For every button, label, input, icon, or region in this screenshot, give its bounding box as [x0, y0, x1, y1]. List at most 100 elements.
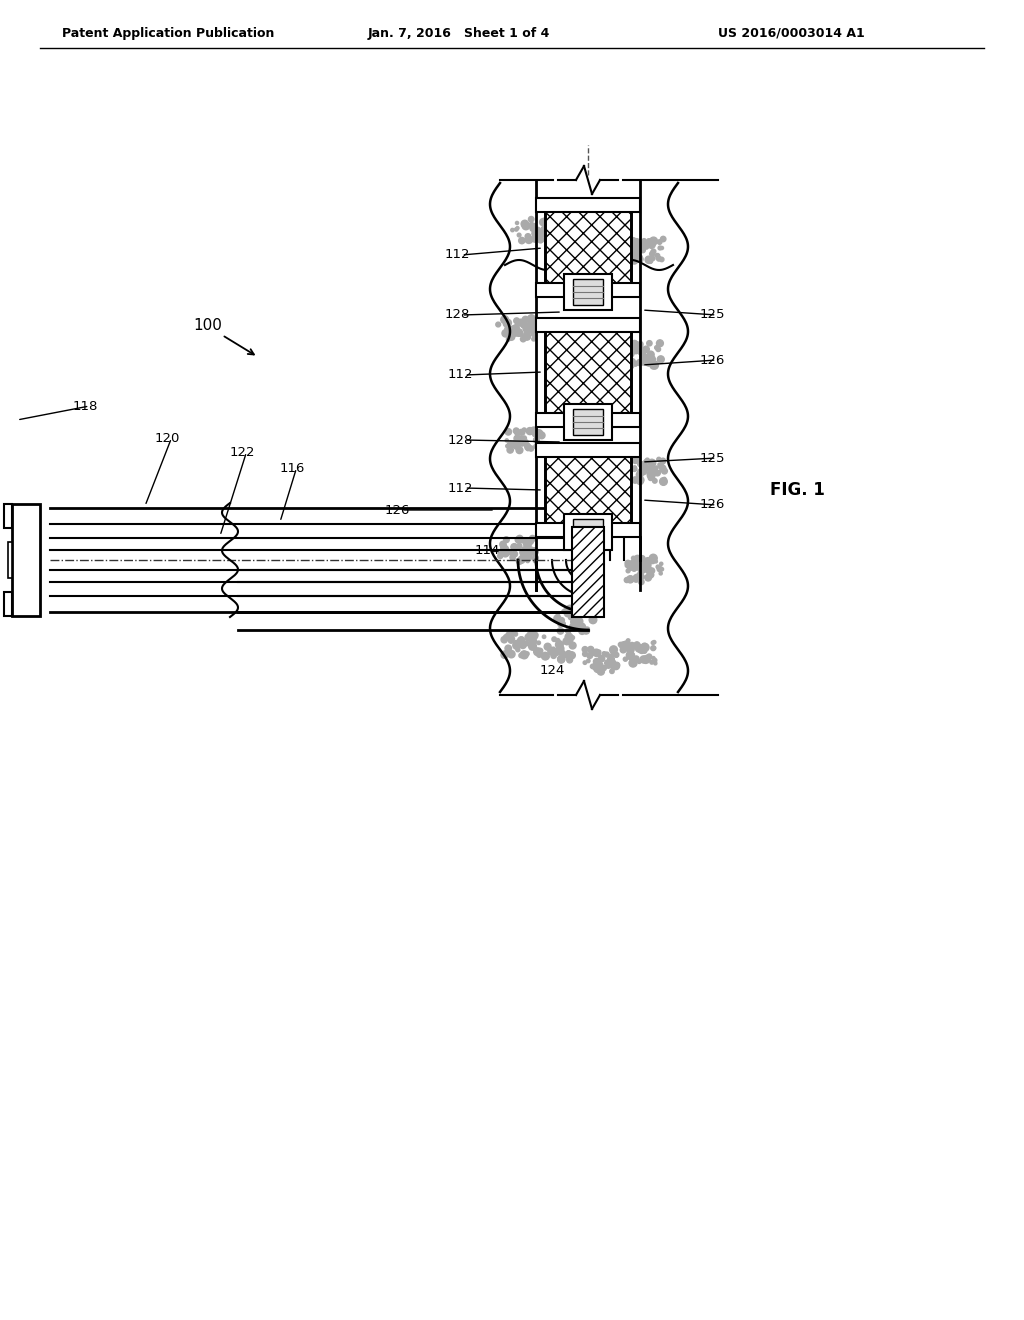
Circle shape — [526, 548, 534, 556]
Circle shape — [535, 430, 543, 437]
Circle shape — [530, 330, 535, 334]
Circle shape — [521, 553, 529, 561]
Circle shape — [538, 648, 543, 653]
Circle shape — [621, 647, 627, 653]
Circle shape — [570, 624, 578, 631]
Circle shape — [618, 643, 623, 647]
Circle shape — [642, 649, 646, 653]
Circle shape — [634, 556, 641, 562]
Circle shape — [572, 620, 581, 628]
Circle shape — [559, 618, 564, 623]
Circle shape — [643, 466, 649, 471]
Circle shape — [651, 256, 655, 260]
Circle shape — [506, 445, 509, 447]
Circle shape — [646, 659, 650, 663]
Circle shape — [532, 433, 536, 437]
Circle shape — [516, 321, 522, 326]
Circle shape — [563, 638, 569, 644]
Circle shape — [646, 564, 650, 568]
Circle shape — [500, 541, 506, 548]
Text: 114: 114 — [475, 544, 501, 557]
Circle shape — [520, 337, 526, 342]
Circle shape — [538, 444, 542, 447]
Circle shape — [505, 645, 511, 652]
Circle shape — [581, 624, 585, 628]
Circle shape — [579, 628, 586, 635]
Circle shape — [629, 659, 637, 667]
Circle shape — [597, 665, 603, 672]
Circle shape — [534, 648, 542, 656]
Circle shape — [515, 222, 518, 224]
Circle shape — [504, 537, 509, 543]
Circle shape — [501, 636, 507, 643]
Circle shape — [505, 319, 511, 326]
Circle shape — [639, 566, 645, 573]
Circle shape — [638, 647, 642, 651]
Circle shape — [508, 334, 515, 341]
Circle shape — [511, 636, 514, 640]
Circle shape — [639, 574, 644, 579]
Text: 126: 126 — [700, 499, 725, 511]
Circle shape — [609, 669, 614, 673]
Circle shape — [643, 346, 649, 352]
Circle shape — [582, 606, 588, 612]
Circle shape — [566, 606, 573, 612]
Circle shape — [583, 627, 590, 634]
Circle shape — [629, 652, 634, 659]
Bar — [545, 450, 631, 531]
Circle shape — [630, 246, 635, 249]
Circle shape — [640, 352, 646, 359]
Circle shape — [627, 576, 634, 583]
Circle shape — [522, 436, 526, 441]
Circle shape — [651, 249, 655, 253]
Circle shape — [544, 643, 551, 651]
Circle shape — [563, 653, 566, 657]
Circle shape — [523, 325, 530, 333]
Circle shape — [583, 661, 587, 664]
Circle shape — [633, 558, 637, 562]
Circle shape — [501, 315, 509, 323]
Circle shape — [537, 652, 542, 657]
Bar — [536, 282, 640, 297]
Circle shape — [498, 553, 503, 558]
Circle shape — [627, 652, 635, 660]
Circle shape — [643, 561, 651, 568]
Circle shape — [584, 630, 588, 634]
Circle shape — [541, 227, 547, 231]
Circle shape — [654, 473, 657, 475]
Text: 112: 112 — [445, 248, 470, 261]
Circle shape — [531, 338, 536, 341]
Circle shape — [593, 649, 600, 656]
Circle shape — [508, 326, 514, 334]
Circle shape — [651, 642, 654, 644]
Circle shape — [583, 626, 586, 628]
Circle shape — [643, 461, 647, 465]
Circle shape — [656, 256, 662, 261]
Circle shape — [631, 246, 635, 249]
Circle shape — [634, 363, 637, 366]
Circle shape — [511, 441, 516, 446]
Circle shape — [501, 545, 505, 549]
Circle shape — [501, 545, 505, 549]
Circle shape — [515, 227, 518, 231]
Text: US 2016/0003014 A1: US 2016/0003014 A1 — [718, 26, 864, 40]
Circle shape — [529, 319, 535, 325]
Circle shape — [534, 438, 538, 441]
Circle shape — [556, 647, 563, 655]
Circle shape — [569, 623, 577, 631]
Circle shape — [657, 566, 663, 572]
Circle shape — [591, 664, 595, 669]
Circle shape — [552, 638, 556, 642]
Circle shape — [593, 659, 600, 665]
Circle shape — [516, 536, 523, 543]
Circle shape — [530, 226, 537, 231]
Circle shape — [555, 640, 563, 648]
Circle shape — [502, 549, 509, 557]
Circle shape — [628, 645, 632, 648]
Bar — [545, 205, 631, 290]
Circle shape — [638, 342, 643, 347]
Circle shape — [539, 432, 543, 436]
Circle shape — [586, 627, 590, 631]
Circle shape — [538, 238, 543, 243]
Circle shape — [652, 479, 657, 483]
